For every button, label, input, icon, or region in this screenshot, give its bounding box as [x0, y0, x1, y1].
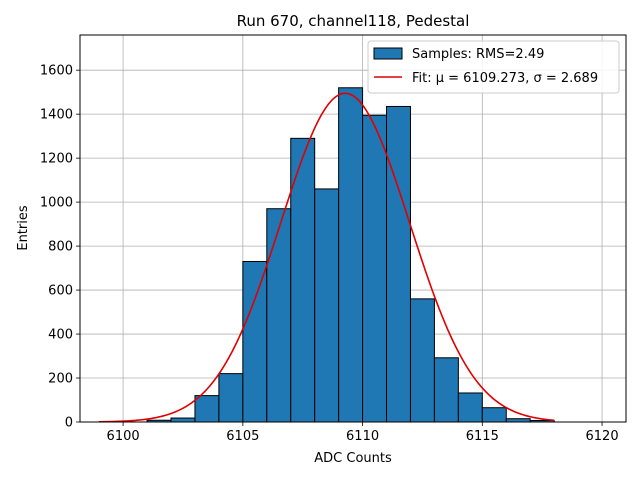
- y-tick-label: 0: [65, 416, 73, 431]
- legend-label-fit: Fit: μ = 6109.273, σ = 2.689: [412, 71, 598, 86]
- y-axis-ticks: 0 200 400 600 800 1000 1200 1400 1600: [40, 64, 80, 431]
- legend-swatch-samples: [373, 47, 403, 60]
- y-tick-label: 1200: [40, 152, 73, 167]
- histogram-bar: [266, 208, 292, 423]
- histogram-bar: [457, 392, 483, 423]
- x-tick-label: 6105: [226, 429, 259, 444]
- gaussian-fit-curve: [99, 92, 555, 423]
- histogram-bar: [481, 407, 507, 423]
- histogram-bar: [314, 188, 340, 423]
- legend-label-samples: Samples: RMS=2.49: [412, 47, 544, 62]
- histogram-bar: [386, 105, 411, 423]
- x-axis-label: ADC Counts: [314, 451, 392, 466]
- x-tick-label: 6115: [466, 429, 499, 444]
- histogram-bar: [409, 298, 435, 423]
- x-tick-label: 6120: [586, 429, 619, 444]
- histogram-bar: [242, 260, 268, 423]
- histogram-bar: [218, 373, 244, 423]
- histogram-bar: [194, 395, 220, 423]
- y-tick-label: 600: [48, 284, 73, 299]
- histogram-bar: [433, 357, 459, 423]
- x-tick-label: 6100: [107, 429, 140, 444]
- histogram-bars: [146, 87, 555, 423]
- y-tick-label: 1000: [40, 196, 73, 211]
- y-axis-label: Entries: [16, 205, 31, 251]
- y-tick-label: 200: [48, 372, 73, 387]
- histogram-bar: [362, 114, 388, 423]
- plot-area-frame: [79, 34, 627, 423]
- y-tick-label: 1600: [40, 64, 73, 79]
- legend: Samples: RMS=2.49 Fit: μ = 6109.273, σ =…: [367, 40, 620, 94]
- y-tick-label: 1400: [40, 108, 73, 123]
- histogram-bar: [170, 417, 196, 423]
- y-tick-label: 800: [48, 240, 73, 255]
- y-tick-label: 400: [48, 328, 73, 343]
- chart-title: Run 670, channel118, Pedestal: [237, 12, 470, 30]
- x-axis-ticks: 6100 6105 6110 6115 6120: [107, 422, 619, 444]
- legend-box: [367, 40, 620, 94]
- x-tick-label: 6110: [346, 429, 379, 444]
- histogram-bar: [338, 87, 364, 423]
